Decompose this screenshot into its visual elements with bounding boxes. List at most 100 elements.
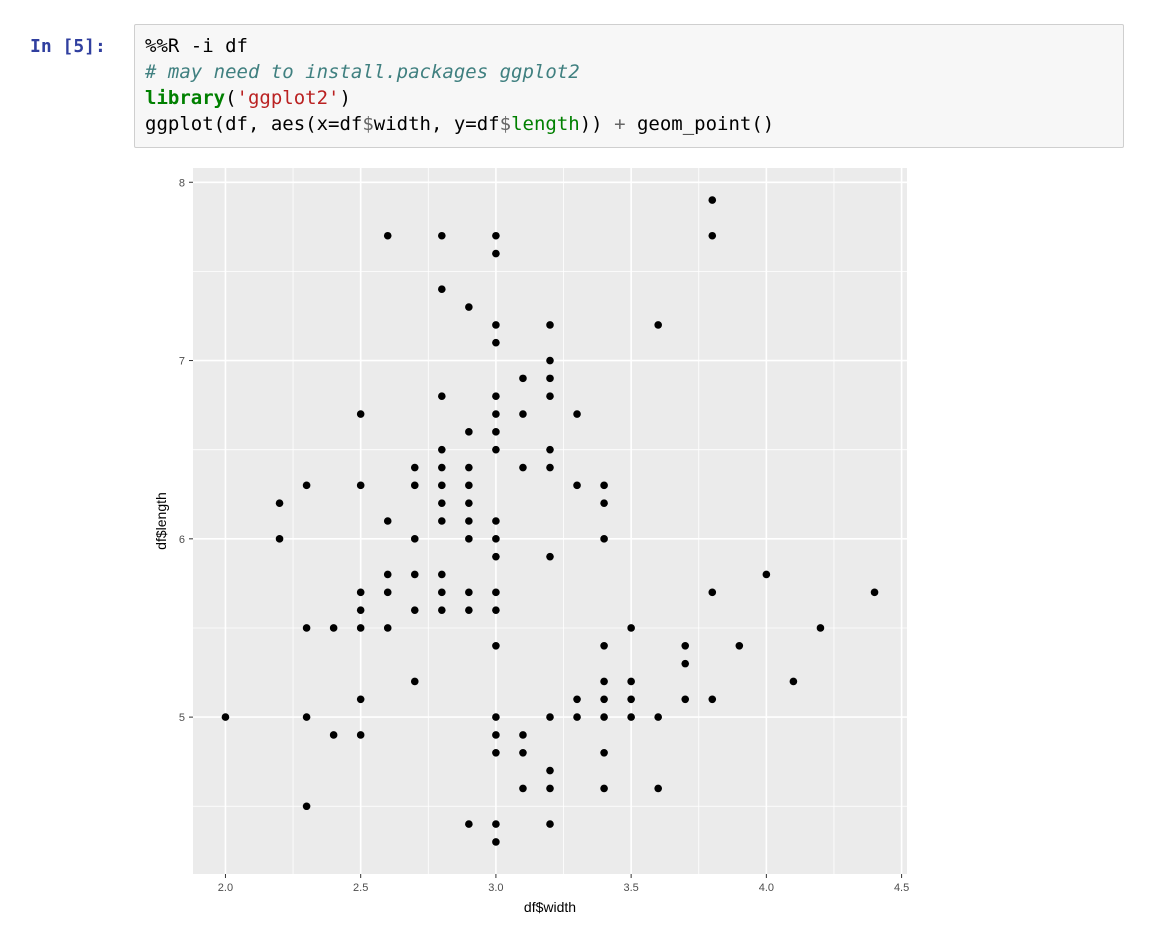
x-axis-label: df$width — [524, 899, 576, 915]
data-point — [600, 713, 608, 721]
data-point — [410, 677, 419, 686]
y-axis-ticks: 5 6 7 8 — [179, 177, 193, 724]
y-tick-label: 6 — [179, 534, 185, 546]
data-point — [383, 570, 392, 579]
magic-command: %%R -i df — [145, 35, 248, 57]
data-point — [410, 606, 419, 614]
ggplot-call-part: )) — [579, 113, 615, 135]
data-point — [465, 820, 473, 828]
grid-major — [193, 168, 907, 874]
data-point — [708, 588, 717, 597]
data-point — [492, 445, 500, 454]
data-point — [735, 641, 744, 650]
data-point — [438, 570, 446, 579]
cell-prompt: In [5]: — [30, 36, 106, 57]
data-point — [356, 606, 365, 614]
data-point — [465, 606, 473, 614]
data-point — [654, 321, 662, 329]
data-point — [383, 231, 392, 240]
data-point — [519, 463, 527, 472]
data-point — [465, 499, 473, 507]
data-point — [465, 588, 473, 597]
length-variable: length — [511, 113, 580, 135]
data-point — [546, 356, 554, 365]
data-point — [383, 624, 392, 632]
data-point — [302, 802, 311, 811]
data-point — [438, 285, 446, 294]
x-tick-label: 4.0 — [759, 882, 774, 894]
data-point — [600, 641, 608, 650]
data-point — [438, 445, 446, 454]
y-axis-label: df$length — [153, 492, 169, 550]
data-point — [410, 481, 419, 490]
data-point — [410, 535, 419, 543]
data-point — [329, 731, 338, 739]
data-point — [546, 820, 554, 828]
dollar-operator: $ — [499, 113, 512, 135]
data-point — [654, 713, 662, 721]
x-tick-label: 2.0 — [218, 882, 233, 894]
data-point — [438, 499, 446, 507]
data-point — [708, 231, 717, 240]
data-point — [546, 552, 554, 561]
y-tick-label: 5 — [179, 712, 185, 724]
data-point — [383, 588, 392, 597]
data-point — [492, 428, 500, 436]
data-point — [302, 713, 311, 721]
data-point — [546, 713, 554, 721]
data-point — [600, 695, 608, 704]
data-point — [654, 784, 662, 793]
data-point — [465, 428, 473, 436]
data-point — [302, 624, 311, 632]
cell-output: 2.0 2.5 3.0 3.5 4.0 4.5 5 6 7 8 df$width df$leng… — [134, 160, 924, 936]
code-cell-input[interactable]: %%R -i df # may need to install.packages… — [134, 24, 1124, 148]
ggplot-call-part: ggplot(df, aes(x=df — [145, 113, 363, 135]
data-point — [600, 499, 608, 507]
data-point — [519, 784, 527, 793]
data-point — [275, 499, 284, 507]
data-point — [356, 410, 365, 418]
paren-close: ) — [339, 87, 351, 109]
data-point — [708, 695, 717, 704]
data-point — [600, 748, 608, 757]
data-point — [492, 748, 500, 757]
library-keyword: library — [145, 87, 226, 109]
data-point — [762, 570, 771, 579]
code-line-ggplot: ggplot(df, aes(x=df$width, y=df$length))… — [145, 113, 774, 135]
data-point — [492, 338, 500, 347]
data-point — [465, 535, 473, 543]
scatter-plot: 2.0 2.5 3.0 3.5 4.0 4.5 5 6 7 8 df$width df$leng… — [153, 168, 909, 915]
data-point — [546, 766, 554, 775]
data-point — [492, 838, 500, 846]
data-point — [356, 481, 365, 490]
dollar-operator: $ — [362, 113, 374, 135]
data-point — [600, 784, 608, 793]
data-point — [492, 410, 500, 418]
data-point — [519, 748, 527, 757]
data-point — [573, 695, 581, 704]
data-point — [627, 624, 635, 632]
x-tick-label: 2.5 — [353, 882, 368, 894]
data-point — [438, 606, 446, 614]
data-point — [681, 641, 690, 650]
data-point — [492, 713, 500, 721]
data-point — [492, 820, 500, 828]
paren-open: ( — [225, 87, 237, 109]
x-tick-label: 4.5 — [894, 882, 909, 894]
data-point — [816, 624, 825, 632]
data-point — [546, 321, 554, 329]
data-point — [438, 481, 446, 490]
data-point — [492, 641, 500, 650]
data-point — [708, 196, 717, 204]
data-point — [492, 606, 500, 614]
data-point — [519, 374, 527, 383]
data-point — [492, 231, 500, 240]
data-point — [573, 410, 581, 418]
data-point — [465, 463, 473, 472]
x-tick-label: 3.0 — [488, 882, 503, 894]
code-line-comment: # may need to install.packages ggplot2 — [145, 61, 580, 83]
data-point — [546, 784, 554, 793]
data-point — [681, 695, 690, 704]
data-point — [600, 481, 608, 490]
data-point — [356, 731, 365, 739]
